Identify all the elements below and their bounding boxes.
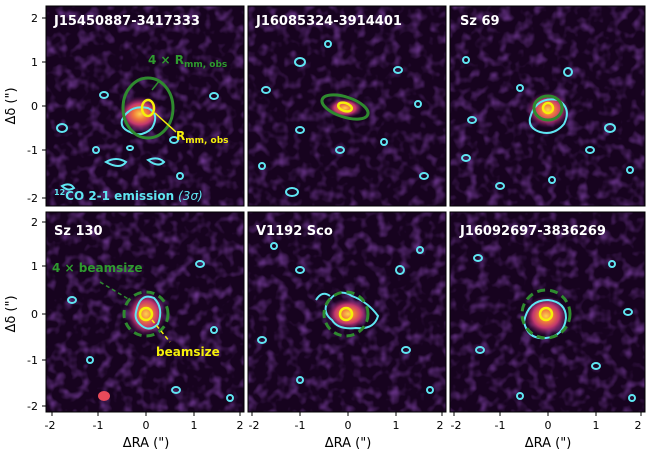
beam-pointer [151, 319, 171, 343]
panel-title-1: J15450887-3417333 [53, 14, 200, 29]
ylabel-top: Δδ (") [4, 87, 19, 124]
rmm-4x-ellipse [121, 76, 175, 140]
ylabel-bottom: Δδ (") [4, 295, 19, 332]
beam-label: beamsize [156, 345, 220, 359]
xtick-p5-0: 0 [345, 419, 352, 432]
xtick-p4-1: 1 [191, 419, 198, 432]
emission-core [524, 296, 568, 336]
panel-1 [46, 6, 244, 206]
co-contours [257, 242, 434, 394]
ytick-top-0: 0 [31, 100, 38, 113]
ytick-bot-m2: -2 [27, 400, 38, 413]
xtick-p5-m2: -2 [249, 419, 260, 432]
ytick-bot-0: 0 [31, 308, 38, 321]
panel-title-6: J16092697-3836269 [459, 224, 606, 239]
xtick-p5-m1: -1 [295, 419, 306, 432]
co-contours [461, 56, 634, 190]
panel-5 [248, 212, 446, 412]
xtick-p6-m2: -2 [451, 419, 462, 432]
beam-4x-circle [122, 290, 170, 338]
xtick-p4-2: 2 [237, 419, 244, 432]
panel-title-2: J16085324-3914401 [255, 14, 402, 29]
beam-circle [538, 306, 554, 322]
rmm-ellipse [541, 101, 555, 115]
xtick-p6-2: 2 [635, 419, 642, 432]
panel-title-5: V1192 Sco [256, 224, 333, 239]
xlabel-p5: ΔRA (") [325, 436, 372, 451]
ytick-top-m2: -2 [27, 192, 38, 205]
emission-core [326, 298, 370, 330]
xtick-p6-m1: -1 [495, 419, 506, 432]
panel-title-4: Sz 130 [54, 224, 103, 239]
beam-circle [138, 306, 154, 322]
rmm-4x-label: 4 × Rmm, obs [148, 53, 227, 70]
rmm-label: Rmm, obs [176, 129, 229, 146]
rmm-pointer [154, 112, 177, 133]
tick-marks [42, 17, 642, 416]
xtick-p4-m2: -2 [45, 419, 56, 432]
rmm-4x-ellipse [320, 93, 370, 121]
ytick-bot-1: 1 [31, 260, 38, 273]
co-contours [258, 40, 429, 197]
co-contours [473, 254, 636, 402]
rmm-ellipse [336, 101, 354, 113]
beam-4x-circle [322, 290, 370, 338]
ytick-bot-2: 2 [31, 216, 38, 229]
rmm-ellipse [140, 98, 156, 118]
xlabel-p4: ΔRA (") [123, 436, 170, 451]
ytick-top-m1: -1 [27, 144, 38, 157]
rmm-4x-ellipse [532, 94, 564, 122]
xtick-p5-2: 2 [437, 419, 444, 432]
xtick-p4-0: 0 [143, 419, 150, 432]
xtick-p4-m1: -1 [93, 419, 104, 432]
emission-core [118, 96, 162, 132]
xtick-p6-1: 1 [593, 419, 600, 432]
co-contours [67, 260, 234, 402]
beam-circle [338, 306, 354, 322]
ytick-top-2: 2 [31, 12, 38, 25]
ytick-bot-m1: -1 [27, 354, 38, 367]
xtick-p6-0: 0 [545, 419, 552, 432]
panel-4 [46, 212, 244, 412]
panel-2 [248, 6, 446, 206]
panel-6 [450, 212, 645, 412]
xtick-p5-1: 1 [393, 419, 400, 432]
panel-frames [45, 5, 646, 413]
beam-4x-pointer [99, 281, 131, 301]
co-emission-label: 12CO 2-1 emission (3σ) [54, 188, 203, 203]
ytick-top-1: 1 [31, 56, 38, 69]
emission-spot [98, 391, 110, 401]
co-contours [56, 91, 219, 191]
panel-3 [450, 6, 645, 206]
rmm-4x-pointer [151, 79, 161, 91]
beam-4x-label: 4 × beamsize [52, 261, 142, 275]
panel-title-3: Sz 69 [460, 14, 500, 29]
xlabel-p6: ΔRA (") [525, 436, 572, 451]
beam-4x-circle [520, 288, 572, 340]
